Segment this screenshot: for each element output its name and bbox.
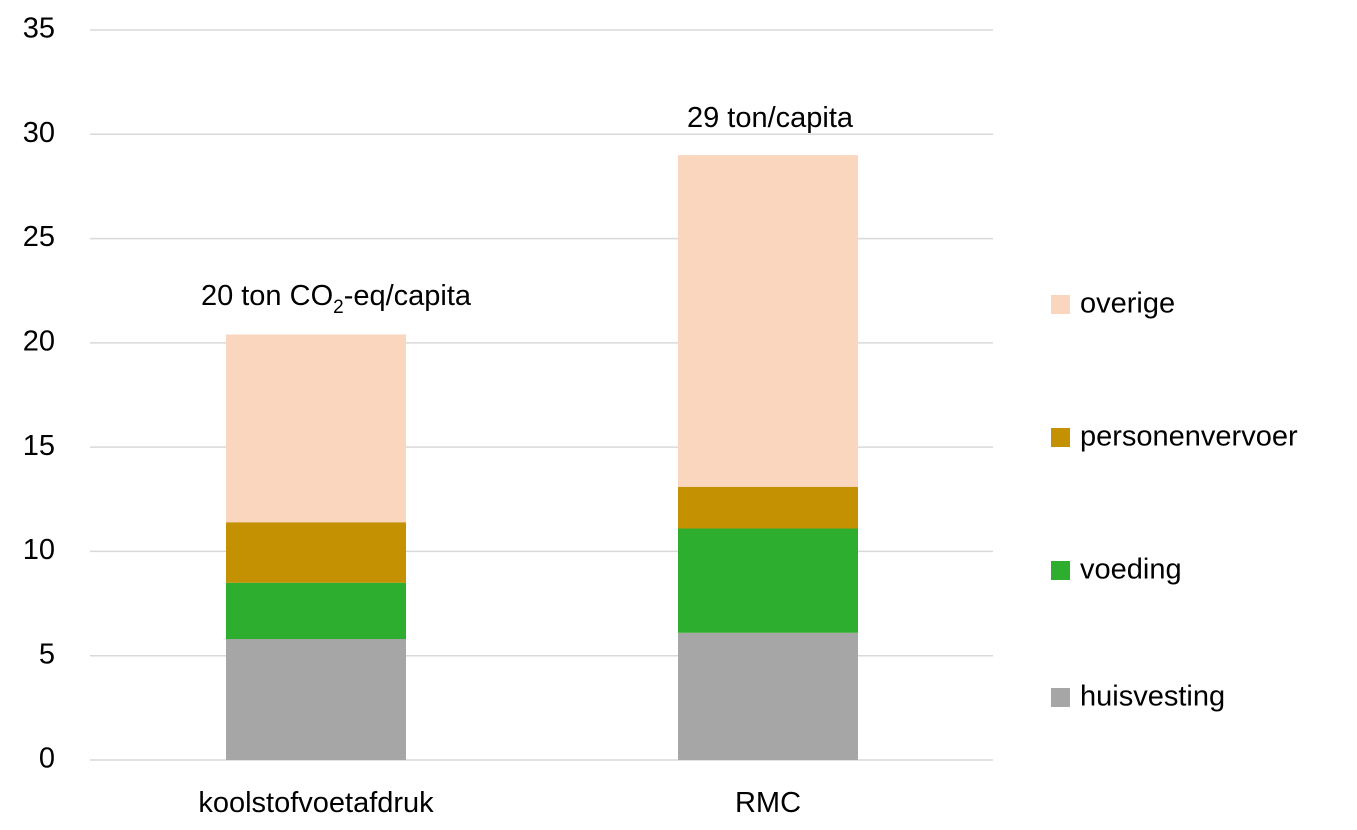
legend-swatch-voeding	[1051, 561, 1070, 580]
y-tick-label: 5	[39, 638, 55, 670]
y-tick-label: 35	[23, 13, 55, 45]
bar-total-label: 29 ton/capita	[687, 102, 854, 134]
bar-total-annotations: 20 ton CO2-eq/capita 29 ton/capita	[201, 102, 854, 318]
bar-segment-voeding	[678, 528, 858, 633]
bar-segment-huisvesting	[226, 639, 406, 760]
x-tick-label: RMC	[735, 787, 801, 819]
y-tick-label: 30	[23, 117, 55, 149]
annotation-text-after: -eq/capita	[344, 280, 472, 312]
annotation-text: 20 ton CO	[201, 280, 333, 312]
legend-label: personenvervoer	[1080, 421, 1298, 453]
y-axis-tick-labels: 0 5 10 15 20 25 30 35	[23, 13, 55, 775]
legend-label: overige	[1080, 288, 1175, 320]
bar-segment-personenvervoer	[226, 522, 406, 583]
bar-segment-huisvesting	[678, 632, 858, 760]
bar-segment-overige	[678, 155, 858, 487]
y-tick-label: 10	[23, 534, 55, 566]
legend-swatch-huisvesting	[1051, 688, 1070, 707]
y-tick-label: 15	[23, 430, 55, 462]
y-tick-label: 20	[23, 326, 55, 358]
legend: overige personenvervoer voeding huisvesting	[1051, 288, 1298, 713]
legend-swatch-overige	[1051, 295, 1070, 314]
annotation-subscript: 2	[333, 297, 344, 318]
bar-total-label: 20 ton CO2-eq/capita	[201, 280, 472, 318]
bar-segment-overige	[226, 334, 406, 523]
x-tick-label: koolstofvoetafdruk	[198, 787, 434, 819]
bar-segment-personenvervoer	[678, 486, 858, 529]
legend-label: huisvesting	[1080, 681, 1225, 713]
legend-label: voeding	[1080, 554, 1182, 586]
bar-segment-voeding	[226, 582, 406, 640]
annotation-text: 29 ton/capita	[687, 102, 854, 134]
bars	[226, 155, 858, 760]
legend-swatch-personenvervoer	[1051, 428, 1070, 447]
y-tick-label: 25	[23, 221, 55, 253]
y-tick-label: 0	[39, 743, 55, 775]
x-axis-category-labels: koolstofvoetafdruk RMC	[198, 787, 801, 819]
